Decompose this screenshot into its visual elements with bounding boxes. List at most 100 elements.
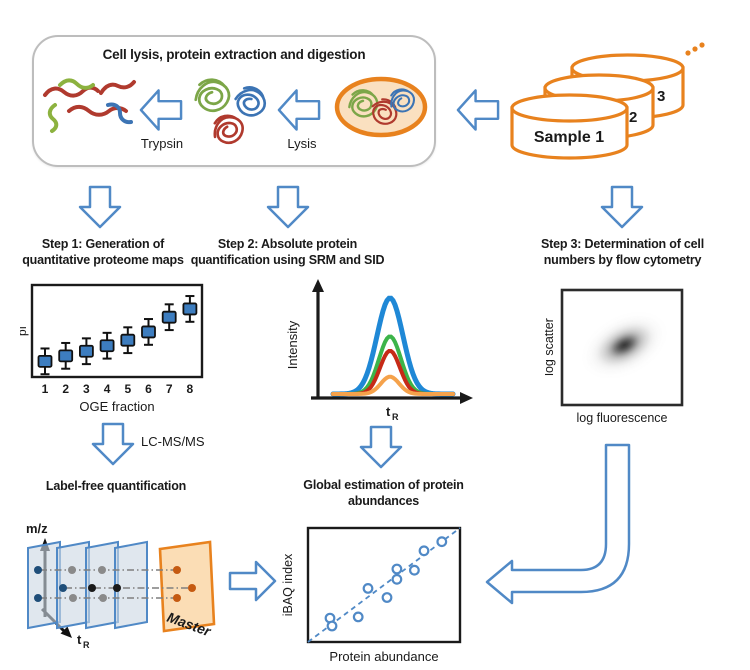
x-tick-label: 2 xyxy=(62,382,69,396)
proteins-illustration xyxy=(194,78,271,148)
y-axis-arrowhead-icon xyxy=(312,279,324,292)
lcmsms-label: LC-MS/MS xyxy=(141,434,205,449)
x-tick-label: 1 xyxy=(42,382,49,396)
protein-blob xyxy=(230,81,271,122)
global-heading: Global estimation of protein abundances xyxy=(281,477,486,509)
feature-dots xyxy=(34,566,196,602)
master-plane xyxy=(158,540,216,633)
run-plane xyxy=(114,540,148,630)
step2-heading-line1: Step 2: Absolute protein xyxy=(217,237,358,251)
step3-heading-line2: numbers by flow cytometry xyxy=(543,253,702,267)
oge-xlabel: OGE fraction xyxy=(79,399,154,414)
cell-illustration xyxy=(334,76,428,138)
x-axis-arrowhead-icon xyxy=(460,392,473,404)
peaks-xlabel-t: t xyxy=(386,404,391,419)
data-point-square xyxy=(161,310,177,324)
mz-axis-label: m/z xyxy=(26,521,48,536)
sample2-label: 2 xyxy=(629,109,637,126)
down-arrow-step2-icon xyxy=(266,185,310,229)
trypsin-label: Trypsin xyxy=(140,136,184,151)
data-point-square xyxy=(58,349,74,363)
tr-axis-label: t xyxy=(77,632,82,647)
ibaq-xlabel: Protein abundance xyxy=(329,649,438,664)
peak-orange-peak xyxy=(331,374,455,396)
data-point xyxy=(436,536,448,548)
step3-heading-line1: Step 3: Determination of cell xyxy=(541,237,704,251)
lysis-digestion-title: Cell lysis, protein extraction and diges… xyxy=(102,47,366,62)
sample3-label: 3 xyxy=(657,88,665,105)
data-point-square xyxy=(141,325,156,339)
step2-heading: Step 2: Absolute protein quantification … xyxy=(185,236,390,268)
run-plane xyxy=(27,540,61,630)
x-tick-label: 3 xyxy=(83,382,90,396)
global-heading-line1: Global estimation of protein xyxy=(303,478,464,492)
lysis-arrow-icon xyxy=(277,89,321,131)
data-point xyxy=(418,545,430,557)
trypsin-arrow-icon xyxy=(139,89,183,131)
step2-heading-line2: quantification using SRM and SID xyxy=(190,253,385,267)
sample1-label: Sample 1 xyxy=(534,129,604,146)
feature-match-lines xyxy=(40,569,193,599)
peptides-illustration xyxy=(43,78,136,133)
lcms-run-planes xyxy=(27,540,148,630)
ibaq-scatter-chart: iBAQ index Protein abundance xyxy=(281,526,462,664)
peptide-squiggle xyxy=(99,80,136,95)
x-tick-label: 5 xyxy=(124,382,131,396)
step1-heading-line2: quantitative proteome maps xyxy=(22,253,184,267)
plot-frame xyxy=(30,283,204,379)
lysis-label: Lysis xyxy=(287,136,317,151)
peptide-squiggle xyxy=(47,103,59,133)
data-point xyxy=(362,582,374,594)
data-point xyxy=(408,564,420,576)
labelfree-heading: Label-free quantification xyxy=(45,479,187,493)
data-point xyxy=(352,611,364,623)
step1-heading-line1: Step 1: Generation of xyxy=(41,237,165,251)
ibaq-ylabel: iBAQ index xyxy=(281,553,295,616)
x-tick-label: 7 xyxy=(166,382,173,396)
density-cloud-layer xyxy=(607,332,642,358)
data-point-square xyxy=(99,339,115,353)
lcmsms-arrow-icon xyxy=(91,422,135,466)
tr-arrowhead-icon xyxy=(60,626,72,638)
x-tick-label: 4 xyxy=(104,382,111,396)
samples-to-lysis-arrow-icon xyxy=(456,89,500,131)
peptide-squiggle xyxy=(58,78,95,90)
protein-blob xyxy=(209,110,248,148)
data-point xyxy=(391,563,403,575)
flow-xlabel: log fluorescence xyxy=(576,411,667,425)
flow-ylabel: log scatter xyxy=(545,318,556,376)
peak-green-peak xyxy=(331,334,455,396)
peak-red-peak xyxy=(331,349,455,396)
step3-heading: Step 3: Determination of cell numbers by… xyxy=(520,236,725,268)
axes xyxy=(311,289,463,400)
planes-to-scatter-arrow-icon xyxy=(228,560,277,602)
labelfree-planes-illustration: m/z t R Master xyxy=(26,521,216,650)
data-point-square xyxy=(120,333,136,347)
peak-curves xyxy=(330,295,456,397)
tr-axis-sub: R xyxy=(83,640,90,650)
peptide-squiggle xyxy=(106,102,133,125)
data-point xyxy=(391,573,403,585)
more-samples-ellipsis-icon xyxy=(685,42,705,56)
global-heading-line2: abundances xyxy=(348,494,419,508)
data-point-square xyxy=(37,354,53,368)
flow-cytometry-chart: log scatter log fluorescence xyxy=(545,288,684,425)
cell-population-cloud xyxy=(583,313,666,377)
sample-cylinders: 3 2 Sample 1 xyxy=(510,42,705,160)
protein-blob xyxy=(194,78,231,113)
scatter-points xyxy=(307,527,461,643)
x-tick-label: 6 xyxy=(145,382,152,396)
peaks-xlabel-sub: R xyxy=(392,412,399,422)
peaks-ylabel: Intensity xyxy=(285,320,300,369)
x-tick-label: 8 xyxy=(187,382,194,396)
data-point xyxy=(326,620,338,632)
data-point-square xyxy=(79,344,94,358)
density-cloud xyxy=(583,313,666,377)
srm-peaks-chart: Intensity t R xyxy=(285,279,473,422)
data-point xyxy=(381,592,393,603)
down-arrow-step3-icon xyxy=(600,185,644,229)
flow-to-ibaq-curved-arrow-icon xyxy=(485,443,631,605)
step1-heading: Step 1: Generation of quantitative prote… xyxy=(3,236,203,268)
